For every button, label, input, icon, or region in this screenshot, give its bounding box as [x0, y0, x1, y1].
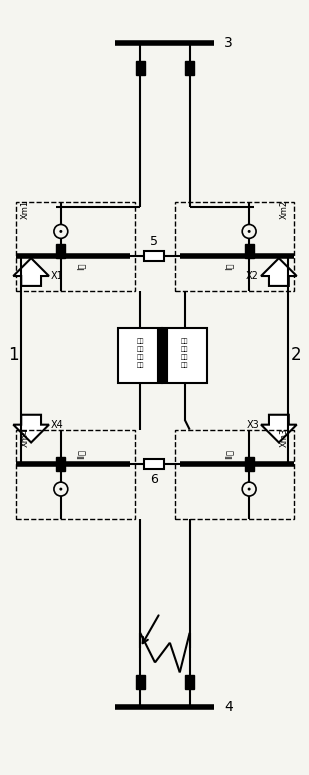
Bar	[136, 61, 145, 75]
Text: Xm3: Xm3	[280, 428, 289, 447]
Circle shape	[59, 487, 62, 491]
Text: X2: X2	[246, 271, 259, 281]
Text: 2: 2	[290, 346, 301, 364]
Text: I线: I线	[76, 263, 85, 270]
Bar	[144, 460, 164, 469]
Text: 保护: 保护	[181, 363, 188, 368]
Bar	[16, 429, 135, 518]
Bar	[175, 202, 294, 291]
Text: Xm4: Xm4	[21, 428, 30, 447]
Text: 变压: 变压	[136, 339, 144, 344]
Polygon shape	[13, 258, 49, 286]
Bar	[185, 675, 194, 689]
Circle shape	[248, 487, 251, 491]
Text: 保护: 保护	[136, 363, 144, 368]
Circle shape	[59, 230, 62, 233]
Text: 次侧: 次侧	[136, 355, 144, 360]
Text: 3: 3	[224, 36, 233, 50]
Text: 1: 1	[8, 346, 19, 364]
Bar	[175, 429, 294, 518]
Bar	[118, 328, 163, 383]
Bar	[163, 328, 207, 383]
Bar	[56, 457, 65, 471]
Text: II线: II线	[225, 449, 234, 460]
Text: X1: X1	[51, 271, 64, 281]
Text: 器二: 器二	[136, 346, 144, 353]
Polygon shape	[261, 258, 297, 286]
Text: 次侧: 次侧	[181, 355, 188, 360]
Text: 变压: 变压	[181, 339, 188, 344]
Text: X3: X3	[246, 420, 259, 429]
Bar	[136, 675, 145, 689]
Bar	[245, 244, 254, 258]
Bar	[245, 457, 254, 471]
Bar	[144, 251, 164, 261]
Bar	[16, 202, 135, 291]
Text: II线: II线	[76, 449, 85, 460]
Text: 器一: 器一	[181, 346, 188, 353]
Text: 5: 5	[150, 235, 158, 248]
Text: X4: X4	[51, 420, 64, 429]
Circle shape	[248, 230, 251, 233]
Polygon shape	[13, 415, 49, 443]
Text: Xm2: Xm2	[280, 200, 289, 219]
Bar	[56, 244, 65, 258]
Text: 6: 6	[150, 473, 158, 486]
Text: 4: 4	[224, 700, 233, 714]
Bar	[185, 61, 194, 75]
Text: I线: I线	[225, 263, 234, 270]
Polygon shape	[261, 415, 297, 443]
Text: Xm1: Xm1	[21, 200, 30, 219]
